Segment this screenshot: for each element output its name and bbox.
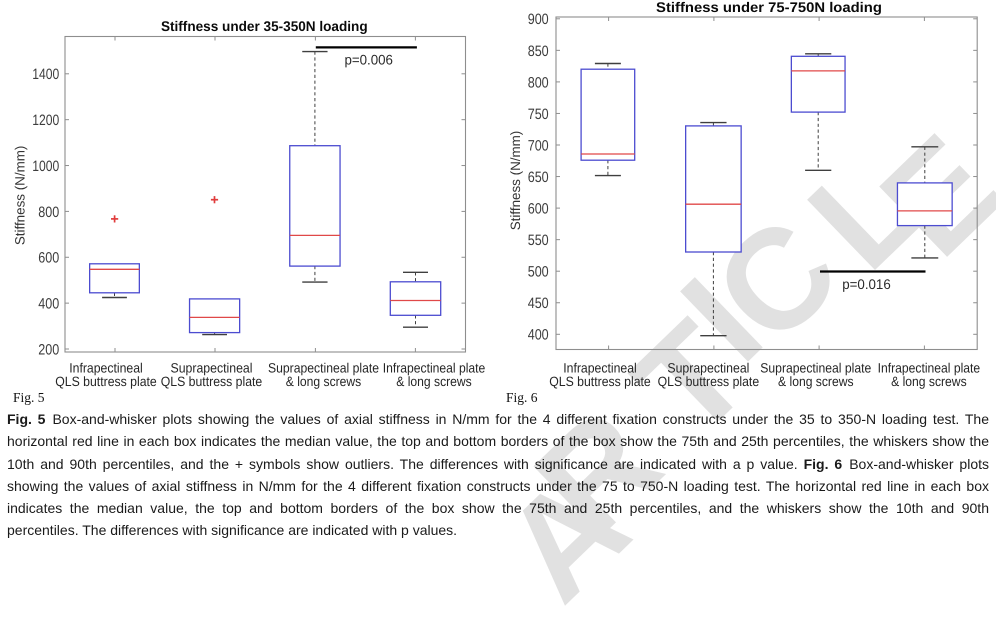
svg-text:& long screws: & long screws — [396, 374, 472, 389]
svg-text:450: 450 — [528, 295, 549, 312]
svg-text:Stiffness under 75-750N loadin: Stiffness under 75-750N loading — [656, 0, 882, 15]
svg-text:700: 700 — [528, 137, 549, 154]
svg-text:p=0.016: p=0.016 — [842, 276, 891, 292]
svg-text:600: 600 — [528, 201, 549, 218]
svg-text:& long screws: & long screws — [891, 374, 967, 389]
svg-text:QLS buttress plate: QLS buttress plate — [658, 374, 760, 389]
svg-text:& long screws: & long screws — [286, 374, 362, 389]
svg-text:750: 750 — [528, 106, 549, 123]
svg-text:Suprapectineal: Suprapectineal — [171, 360, 253, 375]
svg-text:600: 600 — [38, 250, 59, 267]
svg-text:QLS buttress plate: QLS buttress plate — [161, 374, 263, 389]
svg-text:650: 650 — [528, 169, 549, 186]
svg-text:Infrapectineal plate: Infrapectineal plate — [878, 360, 981, 375]
svg-text:Infrapectineal: Infrapectineal — [563, 360, 637, 375]
svg-text:Suprapectineal: Suprapectineal — [667, 360, 749, 375]
svg-text:900: 900 — [528, 11, 549, 28]
svg-text:400: 400 — [38, 296, 59, 313]
svg-text:800: 800 — [528, 74, 549, 91]
svg-text:QLS buttress plate: QLS buttress plate — [55, 374, 157, 389]
svg-text:200: 200 — [38, 341, 59, 358]
svg-text:p=0.006: p=0.006 — [344, 51, 393, 67]
svg-text:1400: 1400 — [32, 66, 59, 83]
svg-text:Infrapectineal: Infrapectineal — [69, 360, 143, 375]
svg-text:850: 850 — [528, 43, 549, 60]
svg-text:Stiffness (N/mm): Stiffness (N/mm) — [508, 131, 523, 231]
svg-text:Stiffness (N/mm): Stiffness (N/mm) — [13, 146, 28, 246]
svg-text:400: 400 — [528, 327, 549, 344]
svg-text:800: 800 — [38, 204, 59, 221]
svg-text:Infrapectineal plate: Infrapectineal plate — [383, 360, 486, 375]
svg-text:Suprapectineal plate: Suprapectineal plate — [268, 360, 379, 375]
svg-text:1000: 1000 — [32, 158, 59, 175]
svg-text:& long screws: & long screws — [778, 374, 854, 389]
svg-text:Stiffness under 35-350N loadin: Stiffness under 35-350N loading — [161, 18, 368, 34]
svg-text:550: 550 — [528, 232, 549, 249]
svg-text:1200: 1200 — [32, 112, 59, 129]
svg-text:QLS buttress plate: QLS buttress plate — [549, 374, 651, 389]
svg-text:Suprapectineal plate: Suprapectineal plate — [760, 360, 871, 375]
svg-text:500: 500 — [528, 264, 549, 281]
